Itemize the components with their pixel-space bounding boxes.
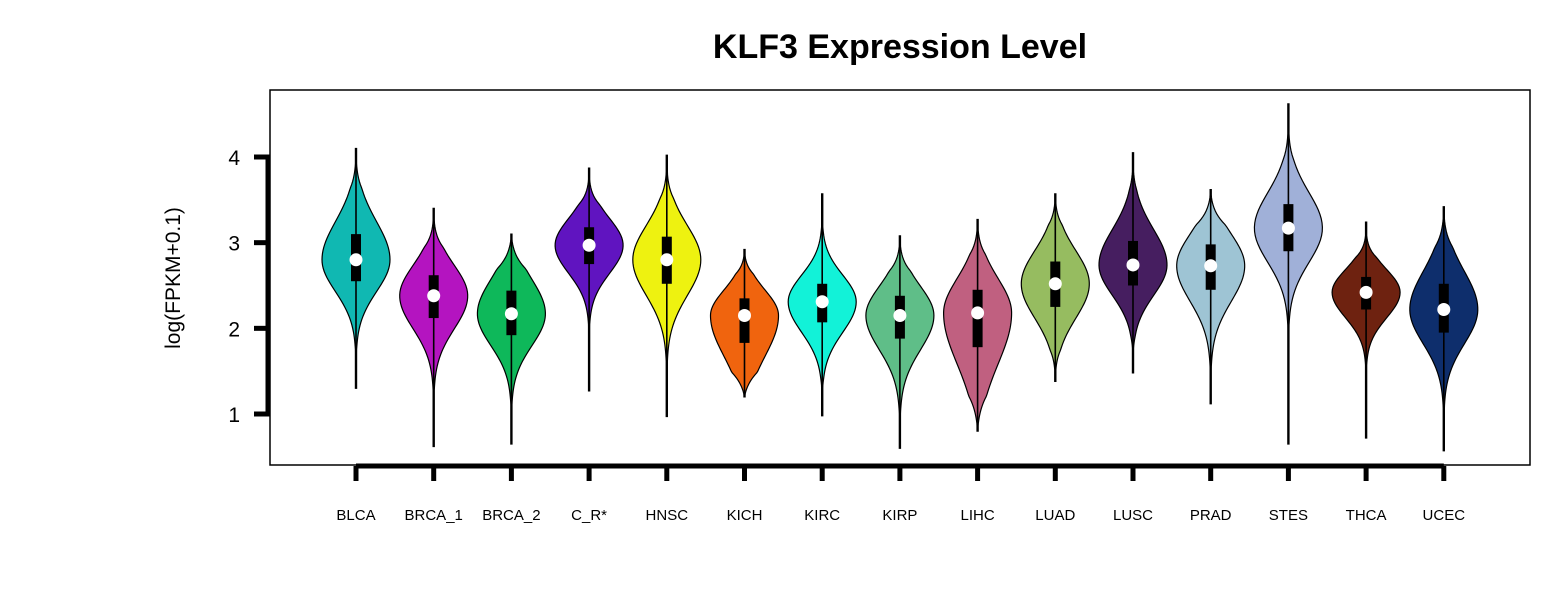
x-tick-label: LUAD [1035,507,1075,524]
violin-median-point [1204,259,1218,273]
violin-median-point [1048,277,1062,291]
y-tick-label: 3 [228,233,240,256]
violin-median-point [893,308,907,322]
x-tick-label: KICH [727,507,763,524]
violin-brca-1 [399,207,469,448]
violin-brca-2 [476,233,546,445]
violin-median-point [1359,285,1373,299]
violin-lihc [943,218,1013,432]
x-tick-label: HNSC [646,507,689,524]
violin-blca [321,147,391,389]
violin-median-point [349,253,363,267]
violin-kirc [787,193,857,417]
violin-thca [1331,221,1401,439]
x-tick-label: PRAD [1190,507,1232,524]
violin-median-point [971,306,985,320]
violin-median-point [427,289,441,303]
violin-median-point [1126,258,1140,272]
chart-title: KLF3 Expression Level [713,28,1087,66]
violin-median-point [504,307,518,321]
x-tick-label: BRCA_1 [405,507,463,524]
y-axis: 1 2 3 4 [228,147,271,427]
violin-prad [1176,188,1246,405]
x-tick-label: UCEC [1423,507,1466,524]
x-tick-label: STES [1269,507,1308,524]
y-tick-label: 4 [228,147,240,170]
violin-median-point [738,308,751,322]
y-tick-label: 2 [228,318,240,341]
violin-kirp [865,235,935,449]
x-tick-label: BRCA_2 [482,507,540,524]
x-axis: BLCA BRCA_1 BRCA_2 C_R* HNSC KICH KIRC KIRP LIHC… [336,463,1466,524]
violin-kich [709,248,780,398]
x-tick-label: C_R* [571,507,607,524]
violin-stes [1253,103,1323,445]
violin-median-point [582,238,596,252]
x-tick-label: BLCA [336,507,375,524]
violin-ucec [1409,206,1479,452]
violin-median-point [815,295,829,309]
violin-luad [1020,193,1090,383]
violin-median-point [1281,221,1295,235]
violin-lusc [1098,152,1168,374]
y-tick-label: 1 [228,404,240,427]
y-axis-label: log(FPKM+0.1) [162,207,185,349]
violin-c-r- [554,167,624,392]
violin-median-point [1437,302,1451,316]
x-tick-label: THCA [1346,507,1387,524]
x-tick-label: KIRC [804,507,840,524]
violin-series [321,103,1479,452]
x-tick-label: KIRP [882,507,917,524]
x-tick-label: LUSC [1113,507,1153,524]
x-tick-label: LIHC [961,507,995,524]
violin-median-point [660,253,674,267]
violin-hnsc [632,154,702,418]
